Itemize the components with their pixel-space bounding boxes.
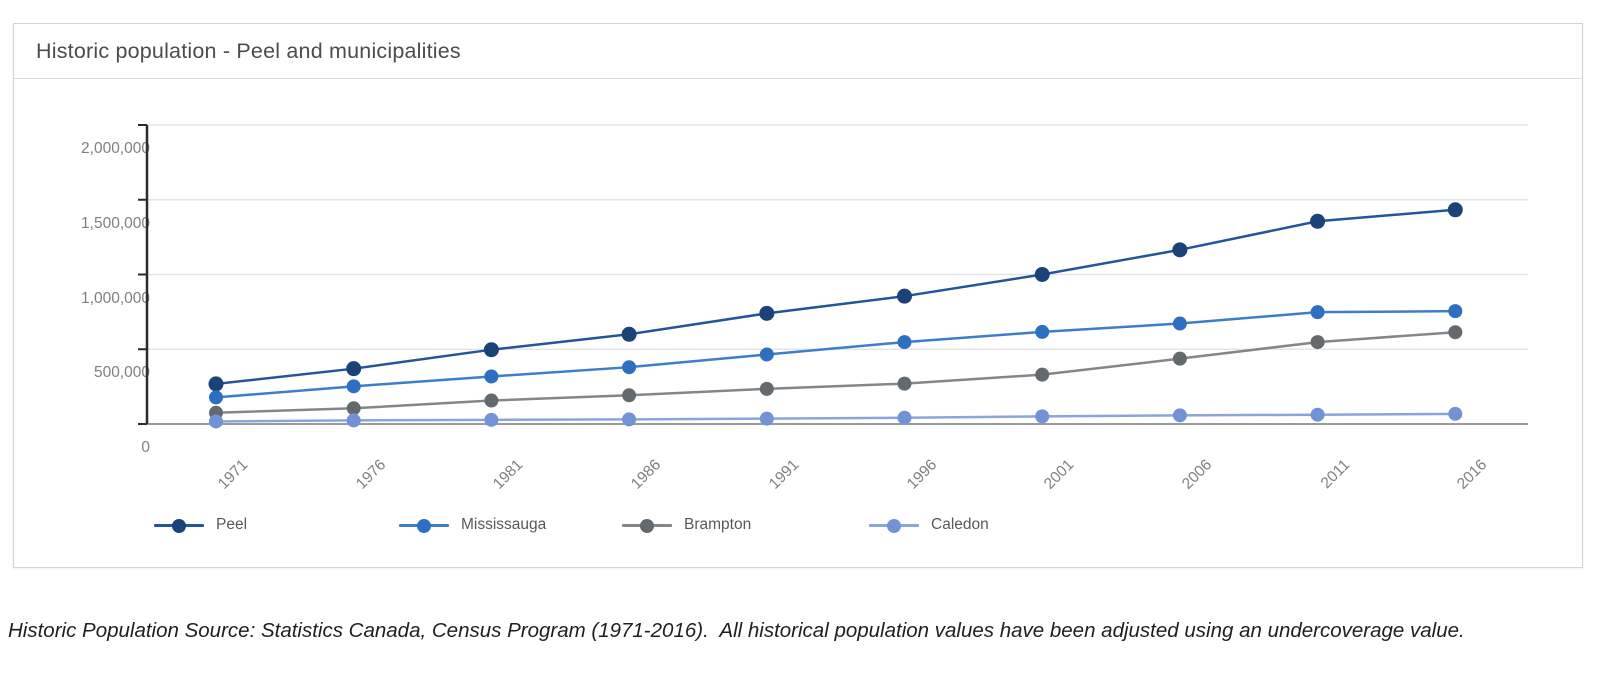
legend-dot-icon bbox=[887, 518, 901, 533]
y-axis-tick-label: 1,500,000 bbox=[81, 214, 150, 232]
data-point-peel-2011[interactable] bbox=[1310, 213, 1326, 229]
data-point-brampton-2016[interactable] bbox=[1448, 325, 1463, 340]
data-point-mississauga-2001[interactable] bbox=[1035, 324, 1050, 339]
legend-label: Peel bbox=[216, 516, 248, 533]
data-point-brampton-1996[interactable] bbox=[897, 376, 912, 391]
data-point-peel-2001[interactable] bbox=[1034, 267, 1050, 282]
legend-marker-icon bbox=[154, 517, 204, 533]
legend-marker-icon bbox=[622, 517, 672, 533]
data-point-caledon-2011[interactable] bbox=[1310, 407, 1325, 422]
legend-label: Mississauga bbox=[461, 516, 547, 533]
legend-label: Brampton bbox=[684, 516, 752, 533]
data-point-caledon-1986[interactable] bbox=[622, 412, 637, 427]
y-axis-tick-label: 2,000,000 bbox=[81, 140, 150, 157]
legend-label: Caledon bbox=[931, 516, 989, 533]
data-point-caledon-1991[interactable] bbox=[759, 411, 774, 426]
data-point-brampton-1986[interactable] bbox=[622, 388, 637, 403]
data-point-peel-1976[interactable] bbox=[346, 361, 362, 377]
chart-title: Historic population - Peel and municipal… bbox=[36, 38, 461, 63]
data-point-peel-2016[interactable] bbox=[1447, 202, 1463, 218]
data-point-mississauga-2011[interactable] bbox=[1310, 305, 1325, 320]
legend-dot-icon bbox=[417, 518, 431, 533]
data-point-caledon-2016[interactable] bbox=[1448, 406, 1463, 421]
data-point-mississauga-1971[interactable] bbox=[209, 390, 223, 405]
data-point-brampton-2011[interactable] bbox=[1310, 335, 1325, 350]
data-point-caledon-1971[interactable] bbox=[209, 414, 223, 429]
data-point-mississauga-1986[interactable] bbox=[622, 360, 637, 375]
data-point-mississauga-2006[interactable] bbox=[1172, 316, 1187, 331]
data-point-peel-1971[interactable] bbox=[208, 376, 224, 392]
data-point-caledon-2001[interactable] bbox=[1035, 409, 1050, 424]
data-point-brampton-1976[interactable] bbox=[346, 401, 361, 416]
legend-item-brampton[interactable]: Brampton bbox=[622, 515, 751, 535]
data-point-mississauga-1976[interactable] bbox=[346, 379, 361, 394]
legend-item-peel[interactable]: Peel bbox=[154, 515, 247, 535]
series-line-peel bbox=[215, 208, 1456, 386]
data-point-peel-1986[interactable] bbox=[621, 326, 637, 342]
data-point-mississauga-1991[interactable] bbox=[759, 347, 774, 362]
chart-card: Historic population - Peel and municipal… bbox=[13, 23, 1583, 568]
y-axis-tick-label: 0 bbox=[141, 439, 150, 456]
legend-marker-icon bbox=[399, 517, 449, 533]
data-point-brampton-2001[interactable] bbox=[1035, 367, 1050, 382]
data-point-mississauga-1996[interactable] bbox=[897, 335, 912, 350]
data-point-mississauga-2016[interactable] bbox=[1448, 304, 1463, 319]
series-line-brampton bbox=[215, 330, 1456, 415]
legend-item-mississauga[interactable]: Mississauga bbox=[399, 515, 546, 535]
data-point-caledon-1996[interactable] bbox=[897, 410, 912, 425]
data-point-peel-1981[interactable] bbox=[483, 342, 499, 358]
legend-dot-icon bbox=[172, 518, 186, 533]
data-point-caledon-1976[interactable] bbox=[346, 413, 361, 428]
y-axis-tick-label: 1,000,000 bbox=[81, 289, 150, 307]
data-point-mississauga-1981[interactable] bbox=[484, 369, 499, 384]
source-note: Historic Population Source: Statistics C… bbox=[8, 619, 1465, 642]
data-point-caledon-2006[interactable] bbox=[1172, 408, 1187, 423]
data-point-peel-1991[interactable] bbox=[759, 305, 775, 321]
data-point-peel-2006[interactable] bbox=[1172, 242, 1188, 258]
series-line-mississauga bbox=[215, 309, 1456, 399]
legend-marker-icon bbox=[869, 517, 919, 533]
legend-item-caledon[interactable]: Caledon bbox=[869, 515, 989, 535]
series-line-caledon bbox=[215, 412, 1456, 423]
data-point-brampton-1991[interactable] bbox=[759, 381, 774, 396]
chart-card-header: Historic population - Peel and municipal… bbox=[14, 24, 1582, 79]
legend-dot-icon bbox=[640, 518, 654, 533]
data-point-brampton-1981[interactable] bbox=[484, 393, 499, 408]
y-axis-tick-label: 500,000 bbox=[93, 364, 150, 382]
data-point-peel-1996[interactable] bbox=[897, 288, 912, 304]
data-point-brampton-2006[interactable] bbox=[1172, 351, 1187, 366]
data-point-caledon-1981[interactable] bbox=[484, 412, 499, 427]
line-chart bbox=[138, 124, 1528, 429]
